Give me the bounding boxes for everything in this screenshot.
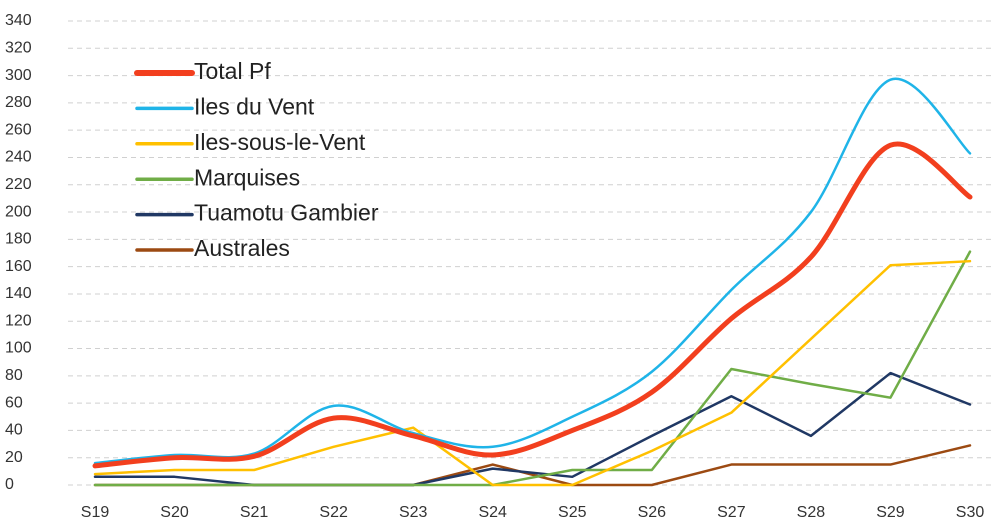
legend-label: Tuamotu Gambier [194,200,379,226]
x-tick-label: S30 [956,504,985,521]
y-tick-label: 120 [5,312,32,329]
y-tick-label: 60 [5,394,23,411]
y-tick-label: 200 [5,203,32,220]
x-tick-label: S23 [399,504,428,521]
y-tick-label: 220 [5,176,32,193]
x-tick-label: S26 [638,504,667,521]
x-tick-label: S24 [478,504,507,521]
x-tick-label: S29 [876,504,905,521]
x-tick-label: S19 [81,504,110,521]
y-tick-label: 160 [5,258,32,275]
y-tick-label: 180 [5,231,32,248]
series-line [92,141,973,469]
x-tick-label: S27 [717,504,746,521]
x-tick-label: S25 [558,504,587,521]
y-tick-label: 340 [5,12,32,29]
series-line [93,77,972,465]
y-tick-label: 320 [5,40,32,57]
series-line [93,371,972,487]
y-tick-label: 20 [5,449,23,466]
series-line [93,444,972,487]
x-tick-label: S21 [240,504,269,521]
legend-label: Marquises [194,164,300,190]
y-tick-label: 0 [5,476,14,493]
legend-label: Australes [194,235,290,261]
legend-label: Iles du Vent [194,93,315,119]
legend-label: Iles-sous-le-Vent [194,129,366,155]
y-tick-label: 260 [5,121,32,138]
y-tick-label: 280 [5,94,32,111]
y-tick-label: 40 [5,422,23,439]
legend-label: Total Pf [194,58,271,84]
y-tick-label: 80 [5,367,23,384]
series-line [93,259,972,487]
y-tick-label: 140 [5,285,32,302]
y-tick-label: 240 [5,149,32,166]
y-tick-label: 100 [5,340,32,357]
x-tick-label: S20 [160,504,189,521]
x-tick-label: S22 [319,504,348,521]
series-line [93,250,972,487]
y-tick-label: 300 [5,67,32,84]
x-tick-label: S28 [797,504,826,521]
